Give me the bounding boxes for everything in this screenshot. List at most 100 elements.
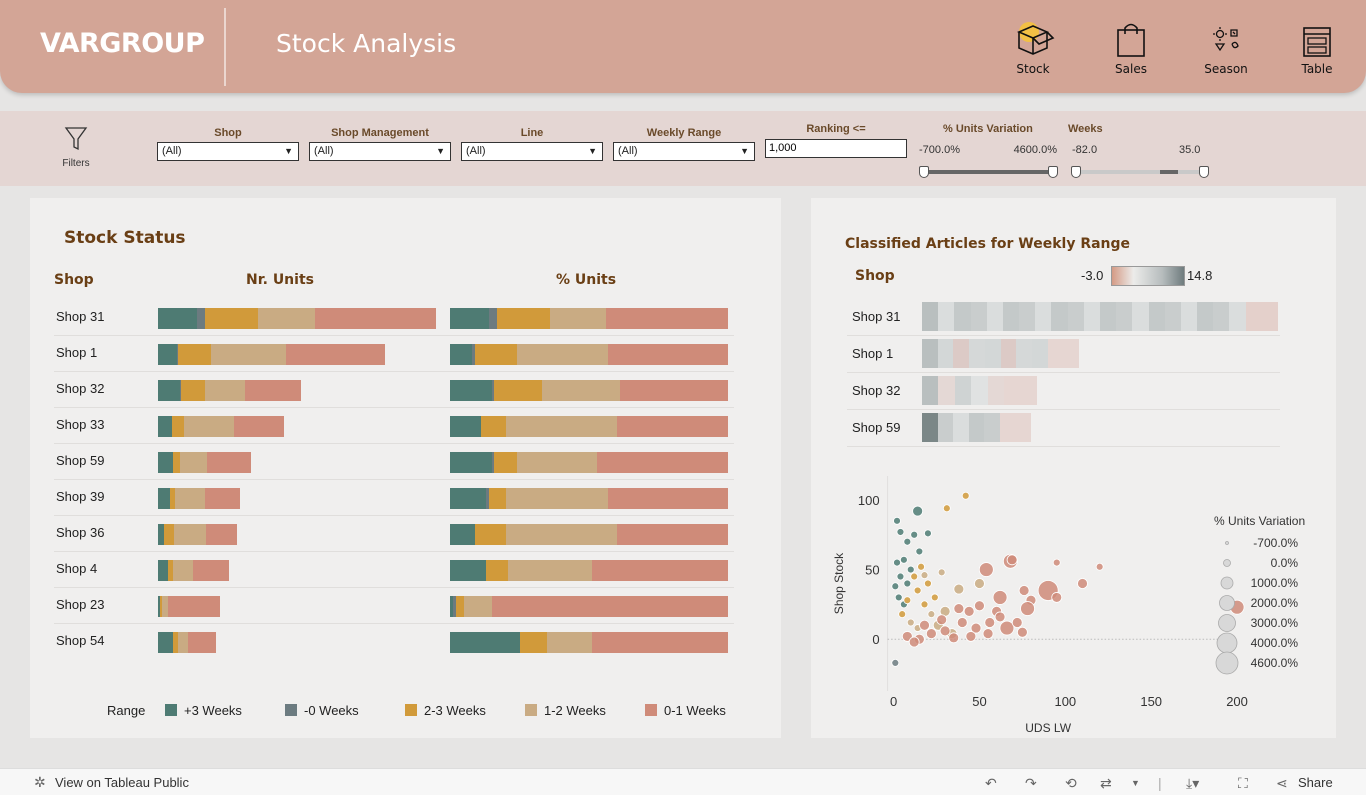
units-bar-segment[interactable]: [158, 560, 169, 581]
scatter-point[interactable]: [974, 578, 985, 589]
units-bar-segment[interactable]: [168, 560, 174, 581]
pct-bar-segment[interactable]: [491, 380, 495, 401]
scatter-point[interactable]: [984, 617, 996, 628]
units-bar-segment[interactable]: [188, 632, 217, 653]
pct-bar-segment[interactable]: [519, 632, 548, 653]
slider-min-handle[interactable]: [919, 166, 929, 178]
scatter-point[interactable]: [961, 491, 970, 500]
refresh-icon[interactable]: ⇄: [1100, 775, 1112, 791]
filters-toggle-button[interactable]: Filters: [56, 126, 96, 169]
scatter-point[interactable]: [894, 593, 903, 602]
heat-cell[interactable]: [984, 339, 1001, 368]
scatter-point[interactable]: [913, 586, 922, 595]
scatter-point[interactable]: [956, 617, 968, 628]
heat-cell[interactable]: [1051, 302, 1069, 331]
scatter-point[interactable]: [1051, 592, 1063, 603]
pct-bar-segment[interactable]: [591, 632, 728, 653]
scatter-point[interactable]: [953, 603, 965, 614]
pct-bar-segment[interactable]: [450, 344, 473, 365]
scatter-point[interactable]: [903, 596, 912, 605]
units-bar-segment[interactable]: [172, 416, 185, 437]
scatter-point[interactable]: [893, 516, 901, 525]
nav-sales[interactable]: Sales: [1096, 20, 1166, 76]
units-bar-segment[interactable]: [206, 524, 238, 545]
units-bar-segment[interactable]: [173, 560, 194, 581]
pct-bar-segment[interactable]: [516, 344, 609, 365]
pct-bar-segment[interactable]: [591, 560, 728, 581]
scatter-point[interactable]: [915, 547, 924, 556]
units-bar-segment[interactable]: [158, 344, 178, 365]
pct-bar-segment[interactable]: [597, 452, 728, 473]
units-bar-segment[interactable]: [175, 488, 206, 509]
legend-item[interactable]: 1-2 Weeks: [525, 703, 606, 718]
heat-cell[interactable]: [938, 302, 955, 331]
heat-cell[interactable]: [1229, 302, 1247, 331]
pct-bar-segment[interactable]: [616, 416, 728, 437]
pct-bar-segment[interactable]: [608, 488, 728, 509]
pct-bar-segment[interactable]: [472, 344, 475, 365]
pct-bar-segment[interactable]: [450, 524, 476, 545]
scatter-point[interactable]: [930, 593, 939, 602]
scatter-point[interactable]: [899, 555, 908, 564]
legend-item[interactable]: 2-3 Weeks: [405, 703, 486, 718]
pct-bar-segment[interactable]: [616, 524, 728, 545]
units-bar-segment[interactable]: [178, 344, 212, 365]
units-bar-segment[interactable]: [158, 524, 165, 545]
units-bar-segment[interactable]: [164, 524, 175, 545]
heat-cell[interactable]: [987, 376, 1005, 405]
heat-cell[interactable]: [1100, 302, 1117, 331]
units-bar-segment[interactable]: [181, 380, 206, 401]
heat-cell[interactable]: [1083, 302, 1101, 331]
units-bar-segment[interactable]: [205, 308, 259, 329]
units-bar-segment[interactable]: [180, 380, 182, 401]
scatter-point[interactable]: [1095, 562, 1104, 571]
pct-bar-segment[interactable]: [486, 560, 509, 581]
scatter-point[interactable]: [937, 568, 946, 577]
units-bar-segment[interactable]: [245, 380, 301, 401]
scatter-point[interactable]: [891, 582, 900, 591]
pct-bar-segment[interactable]: [455, 596, 464, 617]
heat-cell[interactable]: [1031, 339, 1049, 368]
nav-season[interactable]: Season: [1191, 20, 1261, 76]
slider-min-handle[interactable]: [1071, 166, 1081, 178]
heat-cell[interactable]: [1019, 302, 1036, 331]
pct-bar-segment[interactable]: [480, 416, 506, 437]
pct-bar-segment[interactable]: [475, 524, 506, 545]
pct-bar-segment[interactable]: [516, 452, 598, 473]
pct-bar-segment[interactable]: [450, 596, 453, 617]
heat-cell[interactable]: [922, 376, 939, 405]
legend-item[interactable]: 0-1 Weeks: [645, 703, 726, 718]
scatter-point[interactable]: [1016, 626, 1028, 638]
pct-bar-segment[interactable]: [463, 596, 492, 617]
units-bar-segment[interactable]: [286, 344, 385, 365]
scatter-point[interactable]: [965, 631, 977, 642]
units-bar-segment[interactable]: [173, 632, 179, 653]
pct-bar-segment[interactable]: [619, 380, 728, 401]
download-icon[interactable]: ⤓▾: [1186, 775, 1200, 791]
pct-bar-segment[interactable]: [605, 308, 728, 329]
nav-table[interactable]: Table: [1282, 20, 1352, 76]
scatter-point[interactable]: [919, 619, 930, 631]
pct-bar-segment[interactable]: [486, 488, 489, 509]
units-bar-segment[interactable]: [180, 452, 208, 473]
scatter-point[interactable]: [917, 562, 925, 571]
heat-cell[interactable]: [937, 339, 954, 368]
scatter-point[interactable]: [1018, 585, 1030, 596]
pct-bar-segment[interactable]: [450, 308, 489, 329]
undo-icon[interactable]: ↶: [985, 775, 997, 791]
weekly-range-dropdown[interactable]: (All) ▼: [613, 142, 755, 161]
scatter-point[interactable]: [1020, 601, 1035, 616]
scatter-point[interactable]: [927, 610, 936, 619]
revert-icon[interactable]: ⟲: [1065, 775, 1077, 791]
heat-cell[interactable]: [1067, 302, 1085, 331]
scatter-point[interactable]: [910, 572, 919, 581]
scatter-point[interactable]: [903, 579, 912, 588]
scatter-point[interactable]: [982, 628, 994, 640]
share-button[interactable]: Share: [1298, 775, 1333, 790]
pct-bar-segment[interactable]: [450, 452, 492, 473]
scatter-point[interactable]: [920, 600, 929, 609]
heat-cell[interactable]: [1148, 302, 1166, 331]
heat-cell[interactable]: [968, 413, 985, 442]
heat-cell[interactable]: [1004, 376, 1022, 405]
units-bar-segment[interactable]: [234, 416, 285, 437]
